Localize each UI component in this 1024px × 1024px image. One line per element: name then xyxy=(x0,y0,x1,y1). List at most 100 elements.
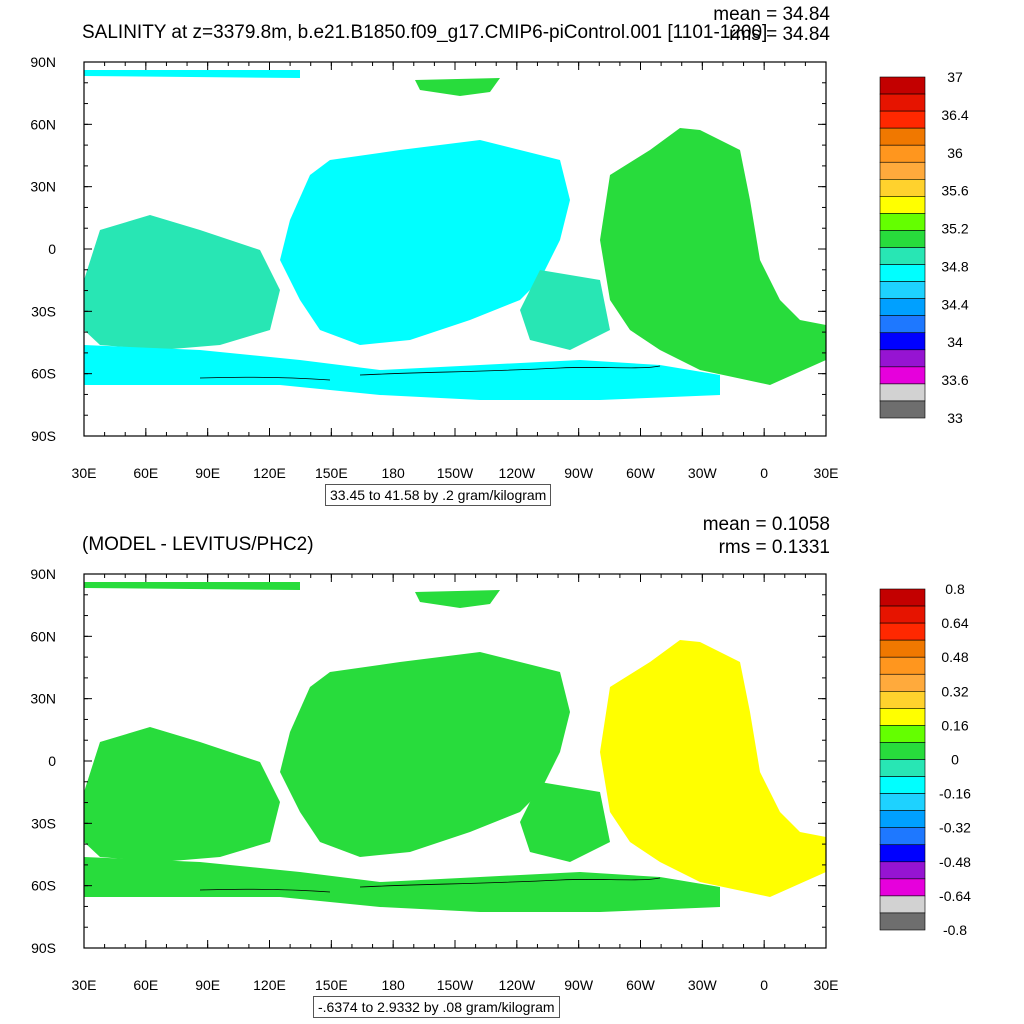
colorbar-swatch xyxy=(879,673,926,692)
colorbar-swatch xyxy=(879,639,926,658)
colorbar-swatch xyxy=(879,708,926,726)
colorbar-swatch xyxy=(879,366,926,385)
x-tick-label: 180 xyxy=(381,465,405,481)
colorbar-label: 36.4 xyxy=(941,107,968,123)
colorbar-swatch xyxy=(879,776,926,794)
y-tick-label: 30S xyxy=(31,815,56,831)
y-tick-label: 60S xyxy=(31,878,56,894)
x-tick-label: 120E xyxy=(253,465,286,481)
colorbar-swatch xyxy=(879,827,926,846)
x-tick-label: 180 xyxy=(381,977,405,993)
colorbar-swatch xyxy=(879,656,926,675)
chart-title: SALINITY at z=3379.8m, b.e21.B1850.f09_g… xyxy=(82,22,768,43)
mean-label: mean = 34.84 xyxy=(713,4,830,25)
chart-title: (MODEL - LEVITUS/PHC2) xyxy=(82,534,314,555)
colorbar-label: -0.8 xyxy=(943,922,967,938)
x-tick-label: 30E xyxy=(72,977,97,993)
y-tick-label: 90N xyxy=(30,54,56,70)
colorbar-swatch xyxy=(879,878,926,897)
colorbar-swatch xyxy=(879,383,926,402)
ocean-region xyxy=(84,345,720,400)
ocean-region xyxy=(600,128,826,385)
contour-line xyxy=(199,888,331,893)
colorbar-swatch xyxy=(879,127,926,146)
contour-caption: -.6374 to 2.9332 by .08 gram/kilogram xyxy=(313,996,560,1018)
x-tick-label: 30E xyxy=(814,465,839,481)
colorbar-swatch xyxy=(879,400,926,419)
colorbar-swatch xyxy=(879,861,926,880)
salinity-map: 30E 60E 90E 120E 150E 180 150W 120W 90W 60W 30W 0 30… xyxy=(30,54,969,481)
y-tick-label: 60N xyxy=(30,628,56,644)
x-tick-label: 30W xyxy=(688,977,718,993)
contour-line xyxy=(199,376,331,381)
colorbar-swatch xyxy=(879,912,926,931)
y-tick-label: 30N xyxy=(30,179,56,195)
colorbar-swatch xyxy=(879,298,926,316)
y-tick-label: 0 xyxy=(48,753,56,769)
colorbar-swatch xyxy=(879,759,926,777)
ocean-region xyxy=(415,78,500,96)
y-tick-label: 0 xyxy=(48,241,56,257)
colorbar-label: 33 xyxy=(947,410,963,426)
colorbar-swatch xyxy=(879,810,926,828)
x-tick-label: 150W xyxy=(437,465,474,481)
contour-line xyxy=(359,877,661,888)
y-tick-label: 60S xyxy=(31,366,56,382)
colorbar-swatch xyxy=(879,793,926,811)
ocean-region xyxy=(520,270,610,350)
colorbar-swatch xyxy=(879,230,926,248)
ocean-region xyxy=(84,857,720,912)
colorbar-label: 36 xyxy=(947,145,963,161)
colorbar-swatch xyxy=(879,161,926,180)
x-tick-label: 90E xyxy=(195,465,220,481)
salinity-panel: mean = 34.84 SALINITY at z=3379.8m, b.e2… xyxy=(30,4,969,506)
rms-label: rms = 34.84 xyxy=(729,24,830,45)
x-tick-label: 150E xyxy=(315,977,348,993)
colorbar-swatch xyxy=(879,622,926,641)
colorbar-swatch xyxy=(879,281,926,299)
y-tick-label: 30N xyxy=(30,691,56,707)
colorbar-label: 0.32 xyxy=(941,683,968,699)
colorbar-label: 0.8 xyxy=(945,581,965,597)
y-tick-label: 90S xyxy=(31,428,56,444)
colorbar-swatch xyxy=(879,76,926,95)
x-tick-label: 30E xyxy=(72,465,97,481)
contour-line xyxy=(359,365,661,376)
x-tick-label: 30E xyxy=(814,977,839,993)
difference-panel: mean = 0.1058 (MODEL - LEVITUS/PHC2) rms… xyxy=(0,512,1024,1024)
colorbar-label: 33.6 xyxy=(941,372,968,388)
ocean-region xyxy=(84,727,280,862)
difference-map: 30E 60E 90E 120E 150E 180 150W 120W 90W 60W 30W 0 30… xyxy=(30,566,971,993)
colorbar-swatch xyxy=(879,110,926,129)
ocean-region xyxy=(415,590,500,608)
y-tick-label: 90S xyxy=(31,940,56,956)
ocean-region xyxy=(84,215,280,350)
ocean-region xyxy=(280,140,570,345)
x-tick-label: 0 xyxy=(760,465,768,481)
colorbar-swatch xyxy=(879,144,926,163)
x-tick-label: 150E xyxy=(315,465,348,481)
colorbar-swatch xyxy=(879,605,926,624)
colorbar-swatch xyxy=(879,691,926,709)
colorbar-swatch xyxy=(879,895,926,914)
colorbar-swatch xyxy=(879,264,926,282)
x-tick-label: 120E xyxy=(253,977,286,993)
mean-label: mean = 0.1058 xyxy=(702,514,830,535)
colorbar-swatch xyxy=(879,742,926,760)
colorbar-label: -0.64 xyxy=(939,888,971,904)
colorbar-swatch xyxy=(879,588,926,607)
y-tick-label: 30S xyxy=(31,303,56,319)
colorbar-swatch xyxy=(879,247,926,265)
colorbar-label: 35.2 xyxy=(941,221,968,237)
colorbar-label: 35.6 xyxy=(941,183,968,199)
colorbar-swatch xyxy=(879,349,926,368)
colorbar-swatch xyxy=(879,332,926,351)
colorbar-label: 37 xyxy=(947,69,963,85)
x-tick-label: 90W xyxy=(564,465,594,481)
colorbar-label: 0.16 xyxy=(941,717,968,733)
x-tick-label: 90W xyxy=(564,977,594,993)
colorbar-label: 0.64 xyxy=(941,615,968,631)
colorbar-label: 0 xyxy=(951,752,959,768)
x-tick-label: 30W xyxy=(688,465,718,481)
ocean-region xyxy=(84,70,300,78)
